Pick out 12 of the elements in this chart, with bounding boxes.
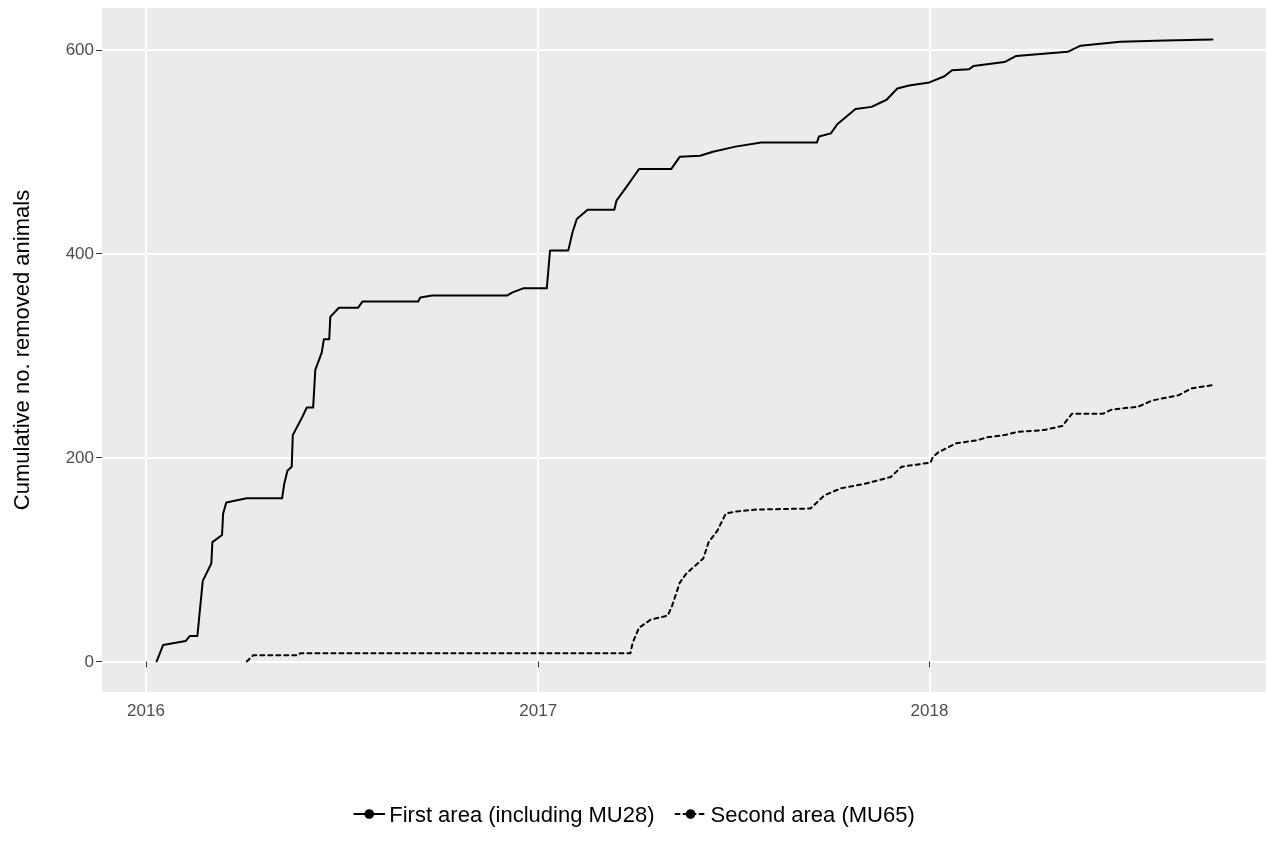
legend-label: First area (including MU28) <box>389 801 655 827</box>
legend-label: Second area (MU65) <box>710 801 915 827</box>
y-tick-label: 200 <box>65 448 94 468</box>
line-series <box>245 384 1214 663</box>
y-tick-label: 400 <box>65 244 94 264</box>
x-tick-label: 2018 <box>910 701 949 720</box>
x-tick-label: 2017 <box>519 701 558 720</box>
y-tick-label: 600 <box>65 40 94 60</box>
line-series <box>155 38 1214 663</box>
x-tick-label: 2016 <box>127 701 165 720</box>
y-tick-label: 0 <box>84 651 94 671</box>
y-axis-title: Cumulative no. removed animals <box>8 189 34 511</box>
